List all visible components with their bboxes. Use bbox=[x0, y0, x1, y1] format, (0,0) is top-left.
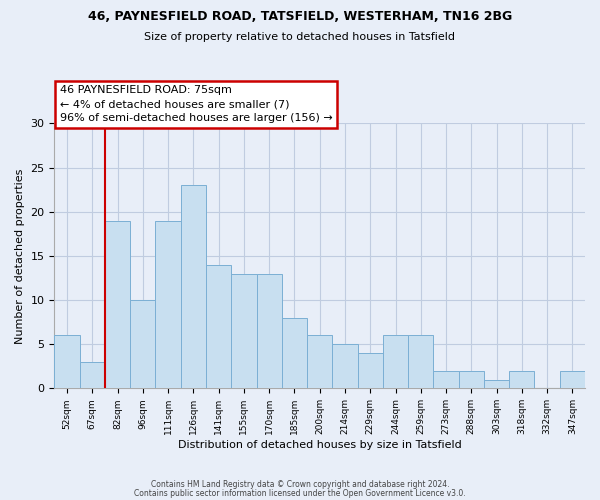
Bar bbox=[206, 265, 231, 388]
Bar bbox=[560, 370, 585, 388]
Bar bbox=[458, 370, 484, 388]
Text: Contains public sector information licensed under the Open Government Licence v3: Contains public sector information licen… bbox=[134, 488, 466, 498]
Bar bbox=[155, 220, 181, 388]
Text: Size of property relative to detached houses in Tatsfield: Size of property relative to detached ho… bbox=[145, 32, 455, 42]
Bar bbox=[231, 274, 257, 388]
Bar bbox=[307, 336, 332, 388]
Bar bbox=[282, 318, 307, 388]
Bar bbox=[433, 370, 458, 388]
Bar bbox=[484, 380, 509, 388]
X-axis label: Distribution of detached houses by size in Tatsfield: Distribution of detached houses by size … bbox=[178, 440, 461, 450]
Bar bbox=[383, 336, 408, 388]
Bar bbox=[408, 336, 433, 388]
Y-axis label: Number of detached properties: Number of detached properties bbox=[15, 168, 25, 344]
Bar bbox=[257, 274, 282, 388]
Bar bbox=[332, 344, 358, 389]
Text: 46, PAYNESFIELD ROAD, TATSFIELD, WESTERHAM, TN16 2BG: 46, PAYNESFIELD ROAD, TATSFIELD, WESTERH… bbox=[88, 10, 512, 23]
Bar bbox=[55, 336, 80, 388]
Text: 46 PAYNESFIELD ROAD: 75sqm
← 4% of detached houses are smaller (7)
96% of semi-d: 46 PAYNESFIELD ROAD: 75sqm ← 4% of detac… bbox=[60, 86, 332, 124]
Bar bbox=[181, 186, 206, 388]
Text: Contains HM Land Registry data © Crown copyright and database right 2024.: Contains HM Land Registry data © Crown c… bbox=[151, 480, 449, 489]
Bar bbox=[509, 370, 535, 388]
Bar bbox=[105, 220, 130, 388]
Bar bbox=[130, 300, 155, 388]
Bar bbox=[358, 353, 383, 388]
Bar bbox=[80, 362, 105, 388]
